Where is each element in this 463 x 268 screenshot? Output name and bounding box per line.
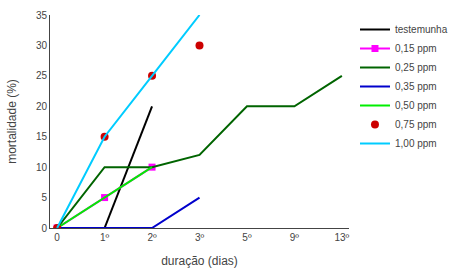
svg-text:1,00 ppm: 1,00 ppm — [395, 138, 437, 149]
svg-text:35: 35 — [36, 10, 48, 21]
svg-text:5º: 5º — [242, 232, 252, 243]
svg-text:10: 10 — [36, 162, 48, 173]
svg-text:9º: 9º — [290, 232, 300, 243]
svg-text:0,25 ppm: 0,25 ppm — [395, 62, 437, 73]
svg-text:1º: 1º — [100, 232, 110, 243]
svg-text:0,50 ppm: 0,50 ppm — [395, 100, 437, 111]
svg-text:25: 25 — [36, 70, 48, 81]
svg-text:30: 30 — [36, 40, 48, 51]
svg-text:testemunha: testemunha — [395, 24, 448, 35]
svg-text:20: 20 — [36, 101, 48, 112]
svg-text:5: 5 — [41, 192, 47, 203]
svg-text:0,15 ppm: 0,15 ppm — [395, 43, 437, 54]
svg-text:0: 0 — [41, 223, 47, 234]
svg-text:15: 15 — [36, 131, 48, 142]
svg-text:3º: 3º — [195, 232, 205, 243]
svg-text:duração (dias): duração (dias) — [161, 254, 238, 268]
svg-text:0: 0 — [54, 232, 60, 243]
svg-text:2º: 2º — [147, 232, 157, 243]
svg-text:mortalidade (%): mortalidade (%) — [5, 79, 19, 164]
svg-text:0,75 ppm: 0,75 ppm — [395, 119, 437, 130]
svg-text:0,35 ppm: 0,35 ppm — [395, 81, 437, 92]
svg-text:13º: 13º — [334, 232, 349, 243]
